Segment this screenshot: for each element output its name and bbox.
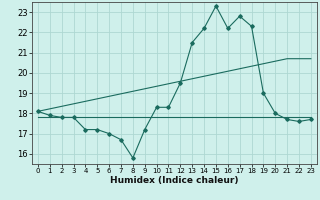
X-axis label: Humidex (Indice chaleur): Humidex (Indice chaleur) [110,176,239,185]
